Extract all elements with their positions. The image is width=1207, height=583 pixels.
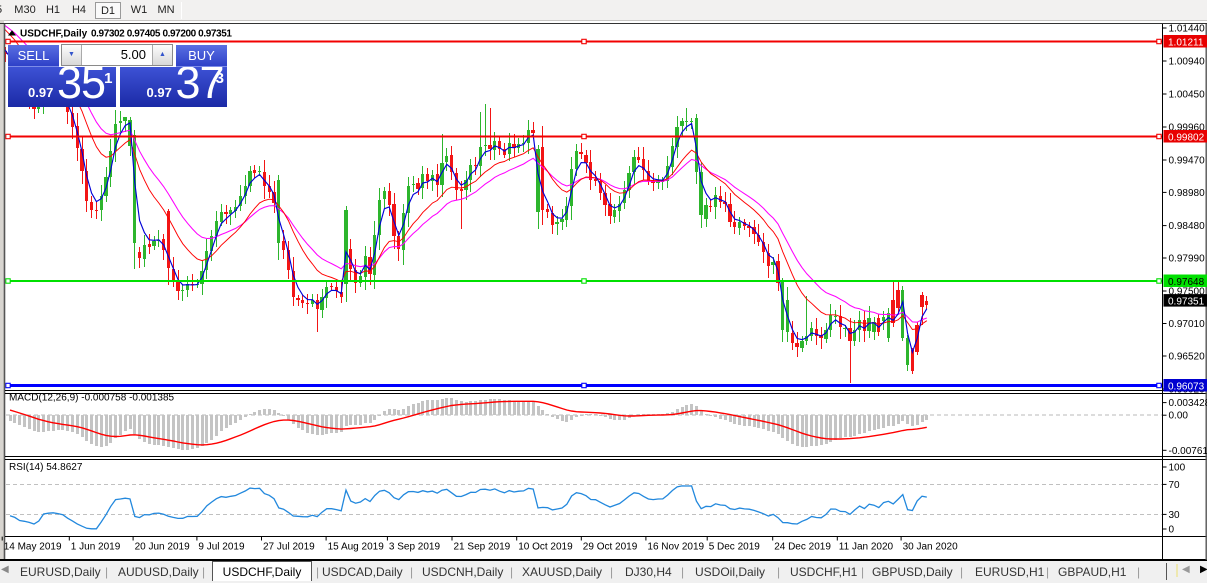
svg-text:9 Jul 2019: 9 Jul 2019 <box>198 542 245 553</box>
svg-text:11 Jan 2020: 11 Jan 2020 <box>839 542 894 553</box>
svg-text:0.003428: 0.003428 <box>1169 398 1207 409</box>
svg-text:0: 0 <box>1169 525 1175 536</box>
svg-text:10 Oct 2019: 10 Oct 2019 <box>518 542 573 553</box>
svg-text:0.97302 0.97405 0.97200 0.9735: 0.97302 0.97405 0.97200 0.97351 <box>91 29 232 40</box>
svg-text:0.99470: 0.99470 <box>1169 156 1206 167</box>
svg-text:0.97648: 0.97648 <box>1168 277 1205 288</box>
svg-text:100: 100 <box>1169 463 1186 474</box>
svg-text:1.00450: 1.00450 <box>1169 90 1206 101</box>
svg-text:0.97351: 0.97351 <box>1168 296 1205 307</box>
svg-text:1.01211: 1.01211 <box>1168 37 1204 48</box>
svg-text:1.00940: 1.00940 <box>1169 57 1206 68</box>
svg-text:21 Sep 2019: 21 Sep 2019 <box>454 542 511 553</box>
svg-text:0.96520: 0.96520 <box>1169 352 1206 363</box>
svg-text:0.97010: 0.97010 <box>1169 319 1206 330</box>
svg-text:27 Jul 2019: 27 Jul 2019 <box>263 542 315 553</box>
svg-text:24 Dec 2019: 24 Dec 2019 <box>774 542 831 553</box>
svg-text:0.97500: 0.97500 <box>1169 287 1206 298</box>
svg-text:5 Dec 2019: 5 Dec 2019 <box>709 542 761 553</box>
svg-text:0.99802: 0.99802 <box>1168 132 1205 143</box>
svg-text:0.97990: 0.97990 <box>1169 254 1206 265</box>
svg-text:0.00: 0.00 <box>1169 411 1189 422</box>
svg-text:16 Nov 2019: 16 Nov 2019 <box>647 542 704 553</box>
svg-text:1 Jun 2019: 1 Jun 2019 <box>71 542 121 553</box>
svg-text:0.99960: 0.99960 <box>1169 123 1206 134</box>
svg-text:USDCHF,Daily: USDCHF,Daily <box>20 29 88 40</box>
svg-text:14 May 2019: 14 May 2019 <box>4 542 62 553</box>
svg-text:0.98480: 0.98480 <box>1169 221 1206 232</box>
svg-text:-0.00761: -0.00761 <box>1169 446 1207 457</box>
svg-text:MACD(12,26,9) -0.000758 -0.001: MACD(12,26,9) -0.000758 -0.001385 <box>9 393 175 404</box>
svg-text:29 Oct 2019: 29 Oct 2019 <box>583 542 638 553</box>
svg-text:0.96073: 0.96073 <box>1168 381 1205 392</box>
svg-text:30 Jan 2020: 30 Jan 2020 <box>903 542 958 553</box>
svg-text:20 Jun 2019: 20 Jun 2019 <box>135 542 190 553</box>
svg-text:1.01440: 1.01440 <box>1169 24 1206 35</box>
svg-text:RSI(14) 54.8627: RSI(14) 54.8627 <box>9 462 83 473</box>
svg-text:15 Aug 2019: 15 Aug 2019 <box>328 542 385 553</box>
svg-text:30: 30 <box>1169 510 1181 521</box>
svg-text:70: 70 <box>1169 480 1181 491</box>
svg-text:3 Sep 2019: 3 Sep 2019 <box>389 542 441 553</box>
svg-text:0.98980: 0.98980 <box>1169 188 1206 199</box>
